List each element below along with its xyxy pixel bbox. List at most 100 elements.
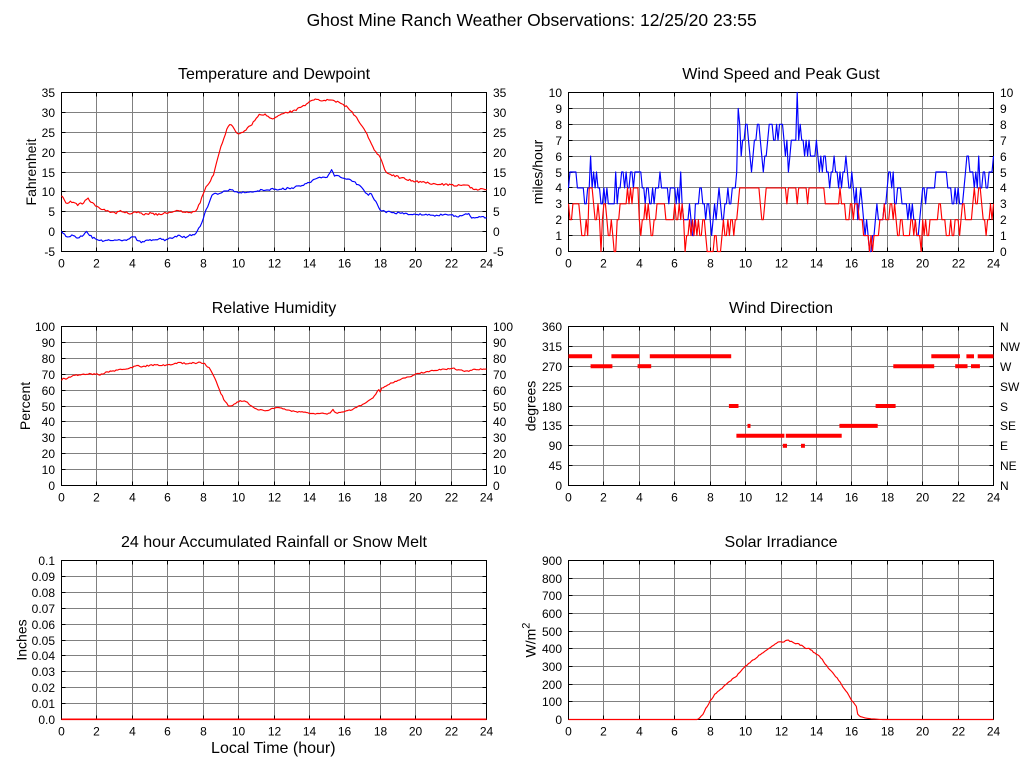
svg-text:Wind Direction: Wind Direction	[729, 300, 833, 317]
svg-text:6: 6	[671, 725, 678, 739]
svg-text:8: 8	[200, 725, 207, 739]
svg-text:10: 10	[1000, 86, 1014, 100]
svg-text:0: 0	[565, 725, 572, 739]
svg-text:90: 90	[549, 439, 563, 453]
svg-text:22: 22	[445, 725, 459, 739]
svg-text:18: 18	[881, 257, 895, 271]
svg-text:50: 50	[493, 400, 507, 414]
svg-text:80: 80	[493, 352, 507, 366]
svg-text:Ghost Mine Ranch Weather Obser: Ghost Mine Ranch Weather Observations: 1…	[307, 10, 757, 30]
svg-text:10: 10	[493, 185, 507, 199]
svg-text:10: 10	[42, 463, 56, 477]
svg-text:N: N	[1000, 320, 1009, 334]
svg-text:0.02: 0.02	[32, 681, 56, 695]
svg-text:9: 9	[1000, 102, 1007, 116]
svg-text:18: 18	[374, 725, 388, 739]
svg-text:10: 10	[739, 257, 753, 271]
svg-text:24: 24	[480, 257, 494, 271]
svg-text:-5: -5	[493, 245, 504, 259]
svg-text:8: 8	[707, 725, 714, 739]
svg-text:0: 0	[555, 245, 562, 259]
svg-text:16: 16	[845, 491, 859, 505]
svg-text:4: 4	[636, 257, 643, 271]
svg-text:0.1: 0.1	[38, 554, 55, 568]
svg-text:360: 360	[542, 320, 562, 334]
svg-text:20: 20	[42, 146, 56, 160]
svg-text:4: 4	[1000, 181, 1007, 195]
svg-text:80: 80	[42, 352, 56, 366]
svg-text:15: 15	[493, 166, 507, 180]
svg-text:4: 4	[129, 725, 136, 739]
svg-text:2: 2	[600, 491, 607, 505]
svg-text:2: 2	[600, 725, 607, 739]
svg-text:18: 18	[374, 257, 388, 271]
svg-text:Percent: Percent	[17, 382, 33, 430]
svg-text:-5: -5	[44, 245, 55, 259]
svg-text:8: 8	[555, 118, 562, 132]
svg-text:10: 10	[739, 491, 753, 505]
svg-text:Wind Speed and Peak Gust: Wind Speed and Peak Gust	[682, 66, 880, 83]
svg-text:600: 600	[542, 607, 562, 621]
svg-text:14: 14	[303, 257, 317, 271]
svg-text:0: 0	[565, 257, 572, 271]
svg-text:20: 20	[916, 725, 930, 739]
svg-text:400: 400	[542, 642, 562, 656]
svg-text:20: 20	[409, 725, 423, 739]
svg-text:0.08: 0.08	[32, 586, 56, 600]
svg-text:5: 5	[48, 205, 55, 219]
svg-text:300: 300	[542, 660, 562, 674]
svg-text:0.06: 0.06	[32, 618, 56, 632]
svg-text:NW: NW	[1000, 340, 1021, 354]
svg-text:6: 6	[164, 725, 171, 739]
svg-text:Local Time (hour): Local Time (hour)	[211, 740, 336, 757]
svg-text:700: 700	[542, 589, 562, 603]
svg-text:0.05: 0.05	[32, 634, 56, 648]
svg-text:45: 45	[549, 459, 563, 473]
svg-text:6: 6	[671, 257, 678, 271]
svg-text:180: 180	[542, 400, 562, 414]
svg-text:10: 10	[493, 463, 507, 477]
svg-text:SW: SW	[1000, 380, 1020, 394]
svg-text:5: 5	[1000, 166, 1007, 180]
svg-text:8: 8	[1000, 118, 1007, 132]
svg-text:4: 4	[129, 491, 136, 505]
svg-text:50: 50	[42, 400, 56, 414]
svg-text:0.07: 0.07	[32, 602, 56, 616]
svg-text:15: 15	[42, 166, 56, 180]
svg-text:2: 2	[1000, 213, 1007, 227]
svg-text:100: 100	[35, 320, 55, 334]
svg-text:0: 0	[48, 225, 55, 239]
svg-text:12: 12	[268, 725, 282, 739]
svg-text:60: 60	[493, 384, 507, 398]
svg-text:1: 1	[555, 229, 562, 243]
svg-text:3: 3	[555, 197, 562, 211]
svg-text:900: 900	[542, 554, 562, 568]
svg-text:70: 70	[493, 368, 507, 382]
svg-text:2: 2	[93, 491, 100, 505]
svg-text:6: 6	[1000, 150, 1007, 164]
svg-text:10: 10	[232, 725, 246, 739]
svg-text:16: 16	[845, 257, 859, 271]
svg-text:degrees: degrees	[523, 381, 539, 432]
svg-text:10: 10	[739, 725, 753, 739]
svg-text:40: 40	[493, 415, 507, 429]
svg-text:0: 0	[58, 491, 65, 505]
svg-text:90: 90	[493, 336, 507, 350]
svg-text:14: 14	[810, 491, 824, 505]
svg-text:10: 10	[42, 185, 56, 199]
svg-text:14: 14	[303, 725, 317, 739]
svg-text:200: 200	[542, 678, 562, 692]
svg-text:24: 24	[480, 491, 494, 505]
svg-text:6: 6	[555, 150, 562, 164]
svg-text:12: 12	[775, 725, 789, 739]
svg-text:4: 4	[555, 181, 562, 195]
svg-text:12: 12	[775, 257, 789, 271]
svg-text:22: 22	[445, 491, 459, 505]
svg-text:90: 90	[42, 336, 56, 350]
svg-text:20: 20	[409, 491, 423, 505]
svg-text:315: 315	[542, 340, 562, 354]
svg-text:24 hour Accumulated Rainfall o: 24 hour Accumulated Rainfall or Snow Mel…	[121, 534, 427, 551]
svg-text:2: 2	[555, 213, 562, 227]
svg-text:Relative Humidity: Relative Humidity	[212, 300, 336, 317]
svg-text:100: 100	[493, 320, 513, 334]
